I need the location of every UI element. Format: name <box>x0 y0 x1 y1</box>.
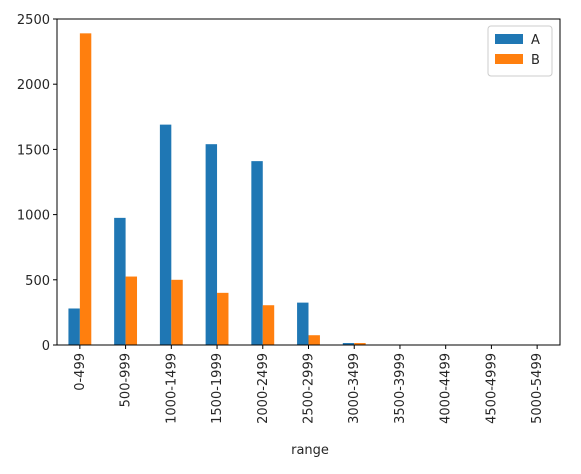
bar-b-1000-1499 <box>171 279 183 345</box>
bar-a-0-499 <box>68 308 80 345</box>
x-tick-label: 4500-4999 <box>484 353 499 424</box>
legend-box <box>487 25 553 77</box>
x-tick-label: 3500-3999 <box>393 353 408 424</box>
x-tick-label: 500-999 <box>119 353 134 407</box>
bar-a-500-999 <box>114 217 126 345</box>
bar-a-2500-2999 <box>297 302 309 345</box>
legend: AB <box>487 25 553 77</box>
legend-label-b: B <box>531 53 540 68</box>
bar-a-1500-1999 <box>205 144 218 345</box>
x-tick-label: 1500-1999 <box>210 353 225 424</box>
axes-layer: 0 500 1000 1500 2000 2500 0-499 500-999 1000-149… <box>17 13 561 424</box>
bar-b-2000-2499 <box>262 305 275 345</box>
y-tick-label: 0 <box>42 339 50 354</box>
x-tick-label: 5000-5499 <box>530 353 545 424</box>
x-tick-label: 1000-1499 <box>164 353 179 424</box>
bar-a-3000-3499 <box>342 343 355 345</box>
bar-b-1500-1999 <box>217 292 229 345</box>
bar-b-0-499 <box>79 33 92 346</box>
legend-swatch-b <box>495 54 523 64</box>
y-tick-label: 1000 <box>17 209 50 224</box>
bar-b-2500-2999 <box>308 335 320 345</box>
y-tick-label: 1500 <box>17 143 50 158</box>
bar-a-2000-2499 <box>251 161 263 345</box>
bars-layer <box>68 33 366 346</box>
bar-a-1000-1499 <box>159 124 172 346</box>
bar-b-3000-3499 <box>354 343 366 345</box>
x-tick-label: 3000-3499 <box>347 353 362 424</box>
x-tick-label: 4000-4499 <box>439 353 454 424</box>
x-tick-label: 2000-2499 <box>256 353 271 424</box>
y-tick-label: 2000 <box>17 78 50 93</box>
y-tick-label: 500 <box>25 274 50 289</box>
x-axis-label: range <box>291 443 329 458</box>
bar-b-500-999 <box>125 276 138 345</box>
y-tick-label: 2500 <box>17 13 50 28</box>
legend-swatch-a <box>495 34 523 44</box>
x-tick-label: 2500-2999 <box>302 353 317 424</box>
legend-label-a: A <box>531 33 540 48</box>
x-tick-label: 0-499 <box>73 353 88 391</box>
